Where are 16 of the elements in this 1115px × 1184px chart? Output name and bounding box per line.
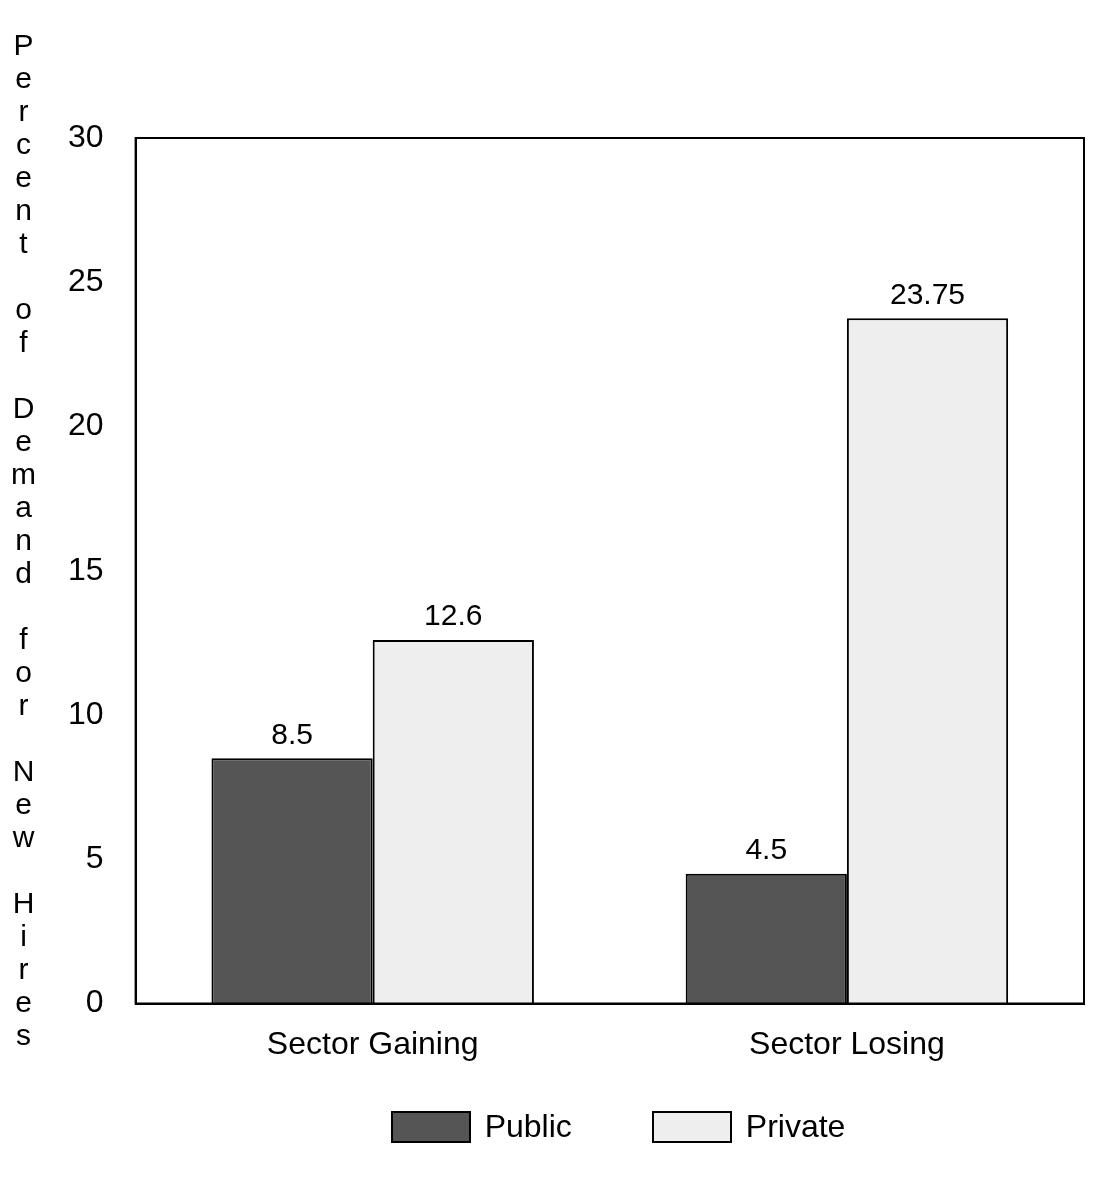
y-tick-label: 30 <box>68 117 104 154</box>
legend-label: Public <box>484 1108 572 1145</box>
y-axis-title: Percent of Demand for New Hires <box>7 28 40 1053</box>
x-tick-label: Sector Gaining <box>266 1024 479 1061</box>
y-tick-label: 20 <box>68 406 104 443</box>
data-label: 12.6 <box>424 598 483 632</box>
y-tick-label: 25 <box>68 262 104 299</box>
y-tick-label: 0 <box>85 983 104 1020</box>
data-label: 4.5 <box>745 832 788 866</box>
legend-label: Private <box>745 1108 846 1145</box>
x-tick-label: Sector Losing <box>749 1024 945 1061</box>
data-label: 23.75 <box>889 276 966 310</box>
y-tick-label: 5 <box>85 839 104 876</box>
y-tick-label: 10 <box>68 694 104 731</box>
data-label: 8.5 <box>271 716 313 750</box>
y-tick-label: 15 <box>68 550 104 587</box>
